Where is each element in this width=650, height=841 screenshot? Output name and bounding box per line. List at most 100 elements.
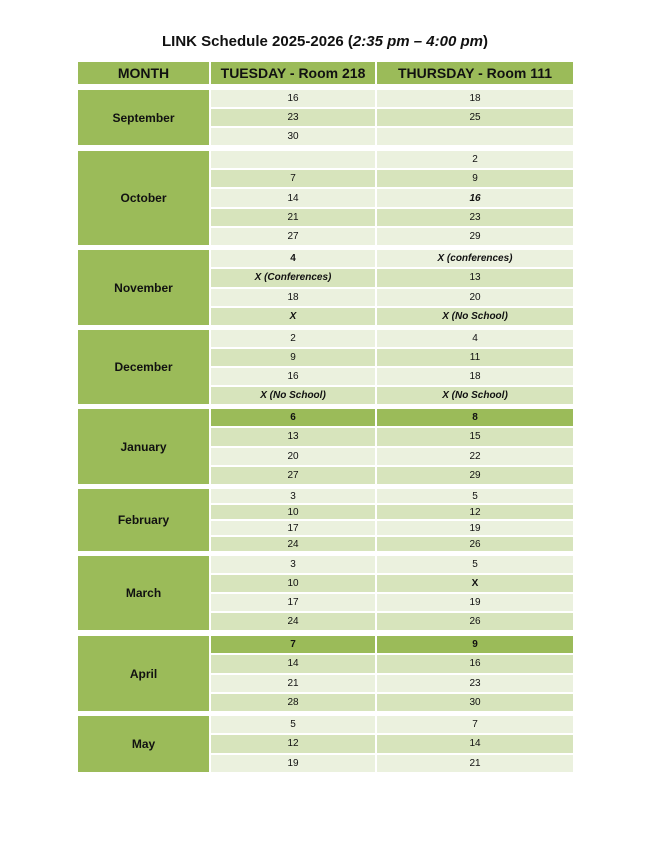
- thursday-cell: 18: [377, 368, 573, 385]
- table-row: 23 25: [211, 109, 573, 126]
- table-row: 12 14: [211, 735, 573, 753]
- tuesday-cell: X (Conferences): [211, 269, 375, 287]
- table-row: 28 30: [211, 693, 573, 711]
- table-row: 14 16: [211, 189, 573, 207]
- thursday-cell: 29: [377, 227, 573, 246]
- table-row: 17 19: [211, 594, 573, 611]
- month-label: December: [78, 330, 209, 404]
- tuesday-cell: 10: [211, 575, 375, 592]
- thursday-cell: 15: [377, 428, 573, 446]
- page-title: LINK Schedule 2025-2026 (2:35 pm – 4:00 …: [162, 33, 488, 50]
- table-row: 19 21: [211, 754, 573, 772]
- thursday-cell: 13: [377, 269, 573, 287]
- tuesday-cell: 3: [211, 556, 375, 573]
- thursday-cell: 4: [377, 330, 573, 347]
- tuesday-cell: 19: [211, 754, 375, 772]
- tuesday-cell: 21: [211, 208, 375, 226]
- thursday-cell: 29: [377, 466, 573, 484]
- table-header: MONTH TUESDAY - Room 218 THURSDAY - Room…: [78, 62, 573, 84]
- thursday-cell: 30: [377, 693, 573, 711]
- tuesday-cell: 21: [211, 674, 375, 692]
- month-column-header: MONTH: [78, 62, 209, 84]
- month-label: September: [78, 90, 209, 145]
- month-block-september: September 16 18 23 25 30: [78, 90, 573, 145]
- tuesday-cell: 23: [211, 109, 375, 126]
- table-row: X (No School) X (No School): [211, 387, 573, 404]
- table-row: 16 18: [211, 368, 573, 385]
- table-row: 24 26: [211, 613, 573, 630]
- thursday-cell: X (No School): [377, 387, 573, 404]
- thursday-cell: 5: [377, 489, 573, 503]
- tuesday-cell: 16: [211, 368, 375, 385]
- tuesday-cell: 24: [211, 537, 375, 551]
- tuesday-cell: 2: [211, 330, 375, 347]
- thursday-cell: X (conferences): [377, 250, 573, 268]
- table-row: 27 29: [211, 466, 573, 484]
- month-label: April: [78, 636, 209, 711]
- tuesday-cell: 27: [211, 466, 375, 484]
- table-row: 21 23: [211, 208, 573, 226]
- table-row: 30: [211, 128, 573, 145]
- thursday-cell: 9: [377, 636, 573, 654]
- thursday-cell: X (No School): [377, 307, 573, 325]
- tuesday-cell: [211, 151, 375, 169]
- thursday-cell: 12: [377, 505, 573, 519]
- thursday-cell: 2: [377, 151, 573, 169]
- table-row: 13 15: [211, 428, 573, 446]
- thursday-cell: 11: [377, 349, 573, 366]
- tuesday-cell: 16: [211, 90, 375, 107]
- tuesday-cell: X: [211, 307, 375, 325]
- table-row: 2: [211, 151, 573, 169]
- month-label: January: [78, 409, 209, 484]
- thursday-column-header: THURSDAY - Room 111: [377, 62, 573, 84]
- tuesday-cell: 7: [211, 170, 375, 188]
- thursday-cell: 16: [377, 655, 573, 673]
- tuesday-cell: 28: [211, 693, 375, 711]
- table-row: 10 X: [211, 575, 573, 592]
- tuesday-cell: 17: [211, 521, 375, 535]
- table-row: 14 16: [211, 655, 573, 673]
- tuesday-cell: 30: [211, 128, 375, 145]
- tuesday-cell: 14: [211, 655, 375, 673]
- thursday-cell: 22: [377, 447, 573, 465]
- thursday-cell: 14: [377, 735, 573, 753]
- table-row: 21 23: [211, 674, 573, 692]
- thursday-cell: 25: [377, 109, 573, 126]
- thursday-cell: 26: [377, 537, 573, 551]
- tuesday-cell: 10: [211, 505, 375, 519]
- tuesday-cell: 17: [211, 594, 375, 611]
- thursday-cell: 8: [377, 409, 573, 427]
- table-row: 27 29: [211, 227, 573, 246]
- tuesday-cell: 7: [211, 636, 375, 654]
- tuesday-cell: 5: [211, 716, 375, 734]
- month-label: March: [78, 556, 209, 630]
- table-row: 18 20: [211, 288, 573, 306]
- month-label: November: [78, 250, 209, 325]
- table-row: 16 18: [211, 90, 573, 107]
- tuesday-cell: X (No School): [211, 387, 375, 404]
- thursday-cell: 18: [377, 90, 573, 107]
- tuesday-column-header: TUESDAY - Room 218: [211, 62, 375, 84]
- thursday-cell: 9: [377, 170, 573, 188]
- tuesday-cell: 14: [211, 189, 375, 207]
- table-row: 20 22: [211, 447, 573, 465]
- tuesday-cell: 4: [211, 250, 375, 268]
- thursday-cell: 23: [377, 208, 573, 226]
- tuesday-cell: 18: [211, 288, 375, 306]
- table-row: 9 11: [211, 349, 573, 366]
- table-row: 10 12: [211, 505, 573, 519]
- month-label: May: [78, 716, 209, 772]
